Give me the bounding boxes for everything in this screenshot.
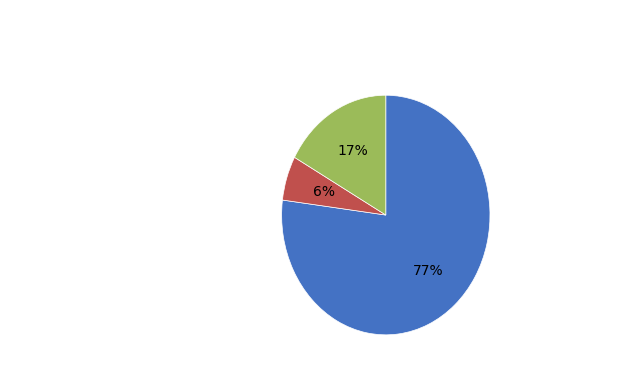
Wedge shape [282,95,490,335]
Wedge shape [294,95,386,215]
Text: 77%: 77% [413,264,444,278]
Wedge shape [282,157,386,215]
Text: 6%: 6% [313,185,336,199]
Text: 17%: 17% [338,144,368,158]
